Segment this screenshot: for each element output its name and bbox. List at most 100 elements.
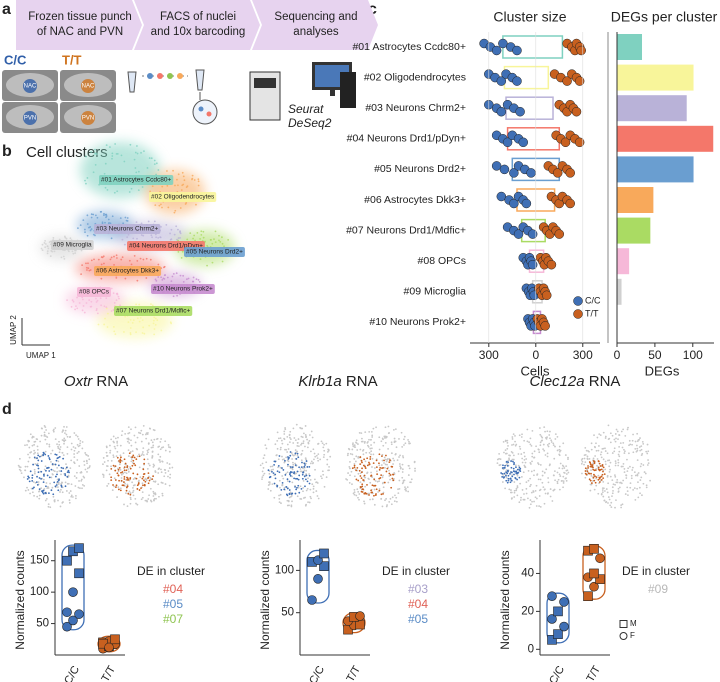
umap-cell [52, 236, 55, 239]
tsne-expressing-cell [289, 472, 292, 474]
tsne-cell [541, 470, 544, 473]
tsne-cell [615, 481, 618, 484]
tsne-cell [546, 444, 549, 446]
umap-cell [154, 278, 157, 281]
tsne-cell [321, 470, 324, 473]
umap-cell [197, 180, 200, 183]
tsne-expressing-cell [120, 471, 122, 474]
tsne-cell [395, 500, 398, 503]
tsne-cell [63, 442, 65, 445]
tsne-cell [167, 470, 170, 472]
tsne-cell [64, 429, 67, 432]
tsne-expressing-cell [595, 476, 598, 479]
umap-cell [104, 162, 107, 165]
tsne-cell [132, 478, 135, 480]
umap-cell [99, 297, 102, 300]
umap-cell [131, 321, 134, 324]
tsne-cell [586, 468, 588, 471]
tsne-expressing-cell [593, 462, 596, 465]
umap-cell [221, 260, 224, 263]
umap-cell [174, 209, 177, 212]
tsne-cell [38, 497, 41, 500]
category-label: #10 Neurons Prok2+ [369, 316, 466, 328]
tsne-cell [294, 449, 297, 451]
tsne-expressing-cell [602, 470, 604, 473]
tsne-expressing-cell [285, 486, 288, 488]
tsne-cell [384, 458, 387, 461]
tsne-cell [302, 442, 305, 445]
umap-cell [89, 229, 92, 232]
cluster-label: #02 Oligodendrocytes [151, 194, 215, 201]
umap-cell [127, 233, 130, 236]
tsne-cell [595, 449, 598, 452]
tsne-cell [351, 483, 353, 486]
sequencer-icons [249, 62, 356, 121]
tsne-cell [132, 494, 135, 497]
sequencer-panel [254, 78, 276, 88]
sample-dot [496, 106, 507, 117]
tsne-expressing-cell [46, 474, 49, 477]
tsne-cell [611, 495, 613, 498]
sample-dot [540, 321, 550, 331]
tsne-cell [530, 491, 533, 494]
tsne-cell [117, 486, 120, 488]
tsne-cell [71, 496, 74, 498]
tsne-cell [77, 438, 80, 440]
tsne-cell [636, 449, 639, 452]
tsne-cell [305, 473, 307, 475]
tsne-cell [283, 437, 285, 440]
tsne-cell [645, 450, 648, 453]
tsne-expressing-cell [274, 473, 277, 476]
tsne-cell [24, 465, 27, 468]
tsne-expressing-cell [510, 466, 513, 469]
tsne-expressing-cell [375, 493, 377, 495]
tsne-expressing-cell [512, 460, 514, 463]
tsne-cell [51, 449, 54, 452]
tsne-cell [346, 454, 349, 457]
tsne-cell [66, 446, 69, 448]
tsne-cell [620, 430, 623, 433]
y-axis-label: Normalized counts [498, 550, 512, 649]
umap-cell [142, 326, 145, 329]
tsne-cell [382, 491, 385, 494]
tsne-expressing-cell [50, 489, 53, 492]
tsne-cell [539, 478, 542, 481]
tsne-cell [47, 487, 50, 489]
legend-marker [573, 296, 583, 306]
umap-cell [72, 252, 75, 255]
tsne-expressing-cell [291, 471, 293, 474]
tsne-cell [167, 444, 170, 446]
tsne-expressing-cell [118, 488, 120, 491]
tsne-cell [554, 445, 556, 448]
tsne-cell [609, 475, 612, 478]
tsne-expressing-cell [507, 477, 510, 480]
tsne-cell [404, 487, 407, 490]
tsne-cell [530, 444, 533, 447]
tsne-cell [57, 499, 59, 502]
tsne-expressing-cell [296, 486, 298, 489]
umap-cell [43, 242, 46, 244]
tsne-cell [307, 477, 309, 480]
tsne-cell [73, 475, 76, 478]
tsne-cell [267, 488, 270, 490]
tsne-cell [355, 441, 357, 444]
tsne-cell [37, 481, 40, 483]
tsne-cell [541, 436, 544, 439]
umap-cell [44, 239, 46, 242]
tsne-expressing-cell [600, 479, 603, 481]
tsne-cell [116, 450, 119, 453]
sample-dot [521, 198, 532, 209]
tsne-cell [160, 438, 162, 440]
tsne-cell [540, 435, 543, 438]
tsne-cell [317, 497, 320, 500]
tsne-cell [153, 438, 156, 441]
x-tick-label: 50 [648, 348, 662, 362]
tsne-cell [84, 452, 87, 454]
tsne-cell [85, 459, 88, 462]
tsne-cell [262, 474, 265, 477]
tsne-cell [35, 438, 38, 440]
tsne-cell [395, 446, 398, 449]
tsne-cell [598, 433, 601, 436]
tsne-expressing-cell [370, 475, 372, 477]
sample-dot [515, 106, 525, 117]
